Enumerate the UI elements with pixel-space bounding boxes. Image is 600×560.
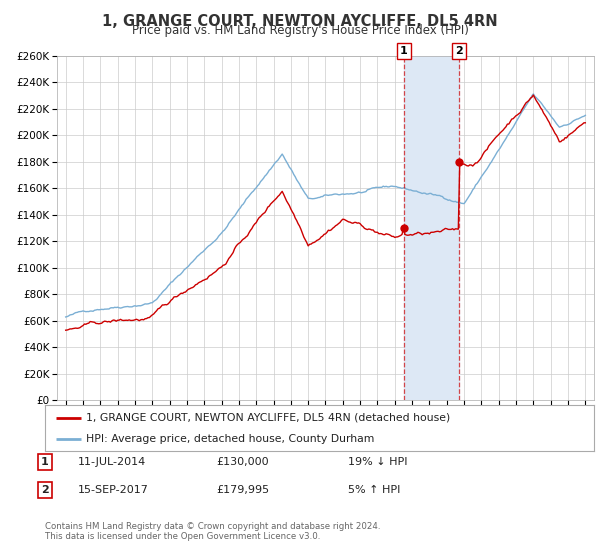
Bar [404, 56, 459, 400]
Text: 1, GRANGE COURT, NEWTON AYCLIFFE, DL5 4RN (detached house): 1, GRANGE COURT, NEWTON AYCLIFFE, DL5 4R… [86, 413, 451, 423]
Text: 2: 2 [455, 46, 463, 56]
Text: 2: 2 [41, 485, 49, 495]
Text: 5% ↑ HPI: 5% ↑ HPI [348, 485, 400, 495]
Text: £179,995: £179,995 [216, 485, 269, 495]
Text: HPI: Average price, detached house, County Durham: HPI: Average price, detached house, Coun… [86, 435, 374, 444]
Text: Contains HM Land Registry data © Crown copyright and database right 2024.
This d: Contains HM Land Registry data © Crown c… [45, 522, 380, 542]
Text: 1, GRANGE COURT, NEWTON AYCLIFFE, DL5 4RN: 1, GRANGE COURT, NEWTON AYCLIFFE, DL5 4R… [102, 14, 498, 29]
Text: Price paid vs. HM Land Registry's House Price Index (HPI): Price paid vs. HM Land Registry's House … [131, 24, 469, 37]
Text: 11-JUL-2014: 11-JUL-2014 [78, 457, 146, 467]
Text: 15-SEP-2017: 15-SEP-2017 [78, 485, 149, 495]
Text: £130,000: £130,000 [216, 457, 269, 467]
Text: 1: 1 [41, 457, 49, 467]
Text: 19% ↓ HPI: 19% ↓ HPI [348, 457, 407, 467]
Text: 1: 1 [400, 46, 408, 56]
